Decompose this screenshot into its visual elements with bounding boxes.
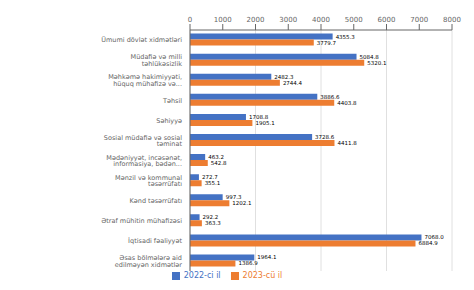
svg-text:1905.1: 1905.1 [255, 120, 274, 126]
svg-text:7068.0: 7068.0 [424, 234, 444, 241]
svg-text:1202.1: 1202.1 [232, 200, 251, 206]
svg-text:Ümumi dövlət xidmətləri: Ümumi dövlət xidmətləri [101, 36, 182, 44]
svg-text:1000: 1000 [214, 16, 232, 24]
svg-text:1708.8: 1708.8 [249, 113, 269, 120]
svg-text:5320.1: 5320.1 [367, 60, 386, 66]
svg-text:4411.8: 4411.8 [337, 140, 357, 146]
svg-text:6000: 6000 [378, 16, 396, 24]
html-text:2022-ci il: 2022-ci il [183, 271, 221, 280]
svg-text:Səhiyyə: Səhiyyə [156, 117, 182, 125]
svg-text:Sosial müdafiə və sosialtəmina: Sosial müdafiə və sosialtəminat [104, 134, 183, 149]
svg-text:7000: 7000 [410, 16, 428, 24]
svg-text:3000: 3000 [279, 16, 297, 24]
svg-text:4000: 4000 [312, 16, 330, 24]
svg-text:4355.3: 4355.3 [336, 34, 356, 40]
svg-text:2482.3: 2482.3 [274, 73, 294, 80]
svg-text:Əsas bölmələrə aidedilməyən xi: Əsas bölmələrə aidedilməyən xidmətlər [115, 254, 183, 269]
svg-text:Kənd təsərrüfatı: Kənd təsərrüfatı [130, 197, 183, 205]
svg-text:6884.9: 6884.9 [418, 240, 438, 246]
svg-text:0: 0 [188, 16, 192, 24]
svg-text:363.3: 363.3 [205, 220, 221, 226]
svg-text:Mənzil və kommunaltəsərrüfatı: Mənzil və kommunaltəsərrüfatı [115, 174, 182, 189]
svg-text:542.8: 542.8 [211, 160, 227, 166]
svg-text:3886.6: 3886.6 [320, 93, 340, 100]
svg-text:Müdafiə və millitəhlükəsizlik: Müdafiə və millitəhlükəsizlik [131, 53, 183, 67]
svg-text:272.7: 272.7 [201, 174, 218, 181]
svg-text:292.2: 292.2 [202, 214, 219, 221]
svg-text:5000: 5000 [345, 16, 363, 24]
svg-text:Mədəniyyət, incəsənət,informas: Mədəniyyət, incəsənət,informasiya, bədən… [106, 154, 182, 169]
svg-text:2000: 2000 [247, 16, 265, 24]
svg-text:5084.8: 5084.8 [359, 53, 379, 60]
svg-text:Məhkəmə hakimiyyəti,hüquq müha: Məhkəmə hakimiyyəti,hüquq mühafizə və... [108, 73, 182, 88]
svg-text:355.1: 355.1 [205, 180, 221, 186]
svg-text:Təhsil: Təhsil [162, 97, 182, 105]
svg-text:2744.4: 2744.4 [283, 80, 303, 86]
svg-text:4403.8: 4403.8 [337, 100, 357, 106]
svg-text:1386.9: 1386.9 [238, 260, 258, 266]
svg-text:3779.7: 3779.7 [317, 40, 337, 46]
svg-text:3728.6: 3728.6 [315, 134, 335, 140]
svg-text:463.2: 463.2 [208, 154, 224, 161]
html-text:2023-cü il: 2023-cü il [242, 271, 283, 280]
svg-text:8000: 8000 [443, 16, 461, 24]
svg-text:İqtisadi fəaliyyət: İqtisadi fəaliyyət [128, 237, 182, 245]
svg-text:997.3: 997.3 [225, 194, 242, 201]
svg-text:Ətraf mühitin mühafizəsi: Ətraf mühitin mühafizəsi [101, 217, 182, 225]
svg-text:1964.1: 1964.1 [257, 254, 276, 260]
